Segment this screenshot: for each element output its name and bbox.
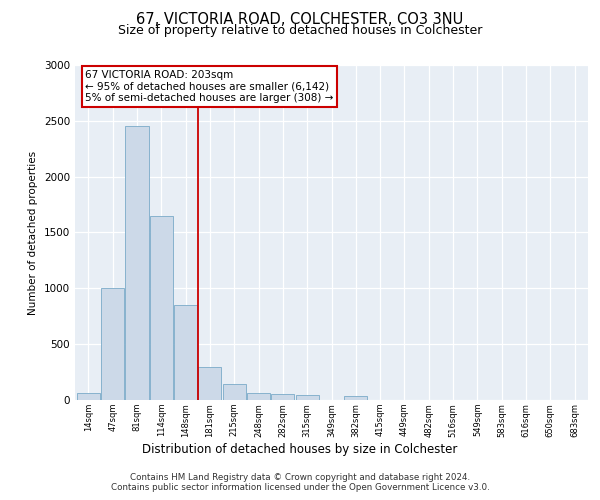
Bar <box>223 384 246 400</box>
Text: Distribution of detached houses by size in Colchester: Distribution of detached houses by size … <box>142 442 458 456</box>
Text: 67, VICTORIA ROAD, COLCHESTER, CO3 3NU: 67, VICTORIA ROAD, COLCHESTER, CO3 3NU <box>136 12 464 28</box>
Text: Contains public sector information licensed under the Open Government Licence v3: Contains public sector information licen… <box>110 484 490 492</box>
Y-axis label: Number of detached properties: Number of detached properties <box>28 150 38 314</box>
Bar <box>296 395 319 400</box>
Bar <box>101 288 124 400</box>
Bar <box>77 394 100 400</box>
Text: Contains HM Land Registry data © Crown copyright and database right 2024.: Contains HM Land Registry data © Crown c… <box>130 472 470 482</box>
Bar <box>150 216 173 400</box>
Bar <box>174 305 197 400</box>
Text: Size of property relative to detached houses in Colchester: Size of property relative to detached ho… <box>118 24 482 37</box>
Bar <box>125 126 149 400</box>
Bar <box>199 366 221 400</box>
Bar <box>271 394 295 400</box>
Bar <box>344 396 367 400</box>
Bar <box>247 394 270 400</box>
Text: 67 VICTORIA ROAD: 203sqm
← 95% of detached houses are smaller (6,142)
5% of semi: 67 VICTORIA ROAD: 203sqm ← 95% of detach… <box>85 70 334 103</box>
